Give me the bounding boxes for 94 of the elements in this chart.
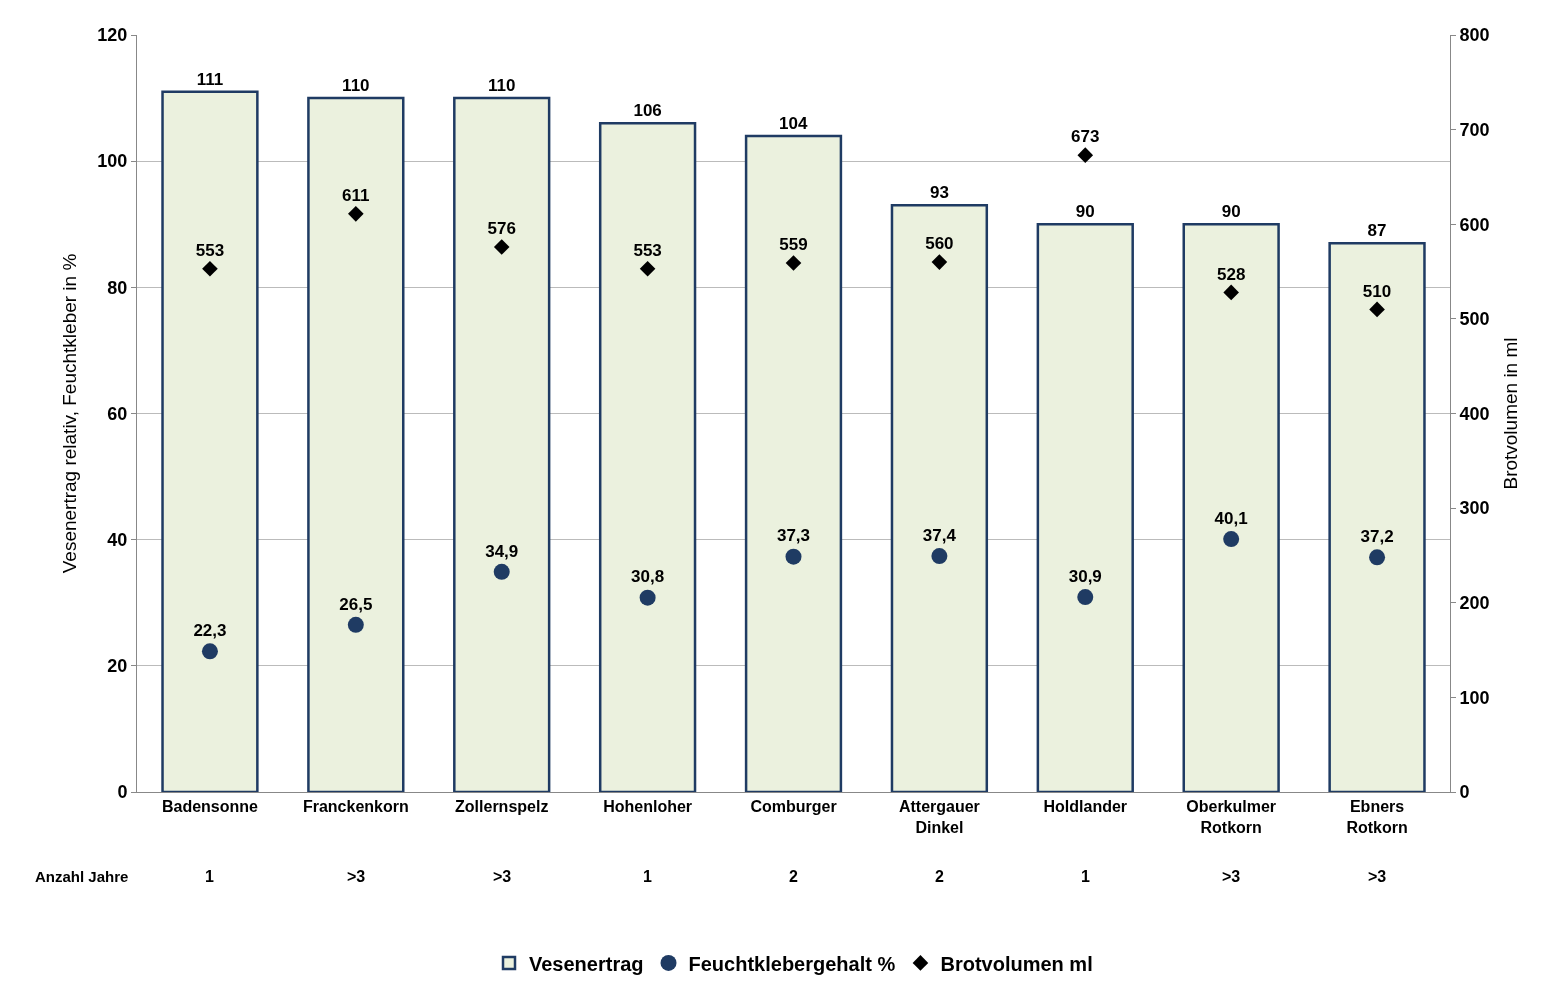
text: 1 — [643, 868, 652, 885]
y-tick-label: 80 — [107, 277, 128, 298]
legend-label: Feuchtklebergehalt % — [688, 952, 896, 975]
y-tick-label: 100 — [97, 151, 128, 172]
data-label: 110 — [488, 76, 516, 96]
data-label: 40,1 — [1214, 508, 1248, 528]
legend-label: Brotvolumen ml — [940, 952, 1093, 975]
bar — [307, 96, 405, 792]
text: 1 — [1081, 868, 1090, 885]
point — [201, 643, 218, 660]
data-label: 26,5 — [339, 594, 373, 614]
point — [1077, 589, 1094, 606]
y2-tick-label: 600 — [1459, 214, 1490, 235]
text: >3 — [1368, 868, 1387, 885]
y-tick-label: 40 — [107, 529, 128, 550]
text: >3 — [493, 868, 512, 885]
y2-tick-label: 400 — [1459, 403, 1490, 424]
y2-tick-label: 500 — [1459, 309, 1490, 330]
point — [202, 260, 218, 277]
x-tick-label: Attergauer Dinkel — [898, 798, 980, 836]
data-label: 90 — [1075, 202, 1095, 222]
point — [1369, 301, 1385, 318]
text: >3 — [347, 868, 366, 885]
x-tick-label: Badensonne — [161, 798, 259, 816]
x-tick-label: Comburger — [750, 798, 837, 816]
bar — [1328, 241, 1426, 792]
bar — [890, 204, 989, 792]
y-tick-label: 120 — [97, 25, 128, 46]
data-label: 30,8 — [631, 567, 665, 587]
data-label: 93 — [929, 183, 949, 203]
data-label: 560 — [925, 234, 954, 254]
point — [1369, 549, 1386, 566]
point — [931, 254, 948, 270]
data-label: 87 — [1367, 221, 1387, 241]
bar — [1182, 223, 1280, 792]
point — [785, 255, 802, 271]
point — [1077, 147, 1094, 163]
data-label: 559 — [779, 235, 808, 255]
data-label: 576 — [487, 219, 516, 239]
data-label: 673 — [1071, 127, 1100, 147]
x-tick-label: Holdlander — [1043, 798, 1128, 816]
data-label: 110 — [342, 76, 370, 96]
data-label: 104 — [779, 113, 808, 133]
data-label: 611 — [342, 186, 370, 206]
point — [1223, 531, 1240, 548]
data-label: 37,3 — [776, 526, 811, 546]
data-label: 90 — [1221, 202, 1241, 222]
point — [785, 548, 802, 565]
y-tick-label: 60 — [107, 403, 128, 424]
y-tick-label: 0 — [117, 782, 128, 803]
bar — [1036, 223, 1134, 792]
text: >3 — [1222, 868, 1241, 885]
point — [931, 548, 948, 565]
legend-label: Vesenertrag — [529, 952, 644, 975]
data-label: 22,3 — [193, 621, 227, 641]
point — [639, 589, 656, 606]
data-label: 553 — [195, 240, 225, 260]
data-label: 37,2 — [1360, 527, 1394, 547]
y2-tick-label: 700 — [1459, 119, 1490, 140]
y2-tick-label: 800 — [1459, 25, 1490, 46]
text: 2 — [935, 868, 944, 885]
y2-tick-label: 100 — [1459, 687, 1490, 708]
y2-tick-label: 0 — [1459, 782, 1470, 803]
data-label: 528 — [1216, 264, 1246, 284]
point — [493, 239, 510, 255]
data-label: 30,9 — [1068, 566, 1102, 586]
y2-axis-title: Brotvolumen in ml — [1500, 337, 1522, 490]
data-label: 34,9 — [485, 541, 519, 561]
data-label: 553 — [633, 240, 662, 260]
text: 1 — [205, 868, 214, 885]
point — [348, 206, 364, 222]
x-tick-label: Zollernspelz — [455, 798, 549, 816]
x-tick-label: Oberkulmer Rotkorn — [1186, 798, 1277, 836]
point — [493, 563, 510, 580]
y-axis-title: Vesenertrag relativ, Feuchtkleber in % — [59, 253, 81, 574]
x-tick-label: Ebners Rotkorn — [1346, 798, 1408, 836]
text: 2 — [789, 868, 798, 885]
bar — [453, 96, 551, 792]
bar — [598, 122, 697, 792]
data-label: 106 — [633, 101, 662, 121]
point — [639, 260, 656, 277]
data-label: 510 — [1362, 281, 1392, 301]
x-tick-label: Hohenloher — [603, 798, 693, 816]
x-tick-label: Franckenkorn — [302, 798, 409, 816]
data-label: 37,4 — [922, 525, 957, 545]
bar — [161, 90, 259, 792]
data-label: 111 — [196, 69, 224, 89]
text: Anzahl Jahre — [35, 868, 129, 885]
y-tick-label: 20 — [107, 656, 128, 677]
y2-tick-label: 300 — [1459, 498, 1490, 519]
bar — [744, 134, 843, 792]
point — [347, 616, 364, 633]
y2-tick-label: 200 — [1459, 593, 1490, 614]
point — [1223, 284, 1239, 301]
